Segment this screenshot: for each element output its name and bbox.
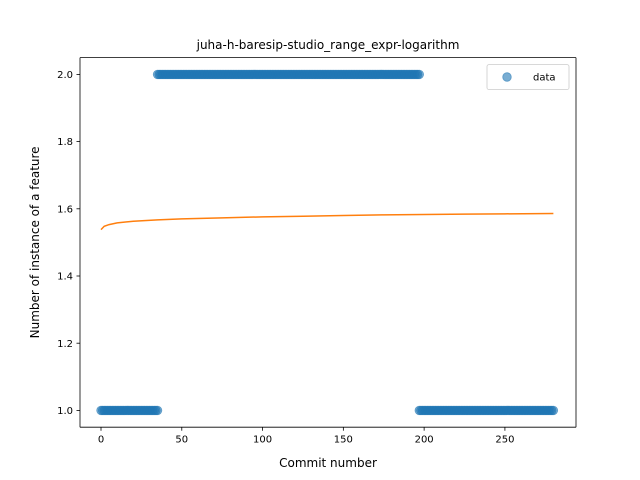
chart-title: juha-h-baresip-studio_range_expr-logarit… bbox=[196, 38, 460, 52]
legend-marker-data bbox=[502, 72, 512, 82]
y-tick-label: 1.0 bbox=[57, 406, 73, 417]
y-tick-label: 2.0 bbox=[57, 70, 73, 81]
y-axis-ticks: 1.0 1.2 1.4 1.6 1.8 2.0 bbox=[57, 70, 80, 417]
legend-label-data: data bbox=[533, 73, 556, 84]
x-tick-label: 250 bbox=[495, 435, 514, 446]
y-tick-label: 1.4 bbox=[57, 272, 73, 283]
fit-line bbox=[100, 212, 554, 231]
fit-line-layer bbox=[100, 212, 554, 231]
y-tick-label: 1.2 bbox=[57, 339, 73, 350]
data-points-layer bbox=[96, 69, 559, 416]
data-point bbox=[414, 69, 424, 80]
x-tick-label: 150 bbox=[334, 435, 353, 446]
data-point bbox=[152, 405, 163, 416]
data-point bbox=[548, 405, 559, 416]
legend-frame bbox=[486, 64, 570, 90]
plot-area bbox=[80, 57, 576, 428]
legend: data bbox=[486, 64, 570, 90]
y-axis-title: Number of instance of a feature bbox=[28, 146, 42, 338]
axes-frame bbox=[79, 57, 577, 428]
x-tick-label: 50 bbox=[175, 435, 188, 446]
y-tick-label: 1.6 bbox=[57, 204, 73, 215]
x-tick-label: 100 bbox=[253, 435, 272, 446]
x-tick-label: 200 bbox=[415, 435, 434, 446]
x-tick-label: 0 bbox=[98, 435, 104, 446]
y-tick-label: 1.8 bbox=[57, 137, 73, 148]
x-axis-title: Commit number bbox=[279, 456, 377, 470]
x-axis-ticks: 0 50 100 150 200 250 bbox=[98, 427, 514, 446]
